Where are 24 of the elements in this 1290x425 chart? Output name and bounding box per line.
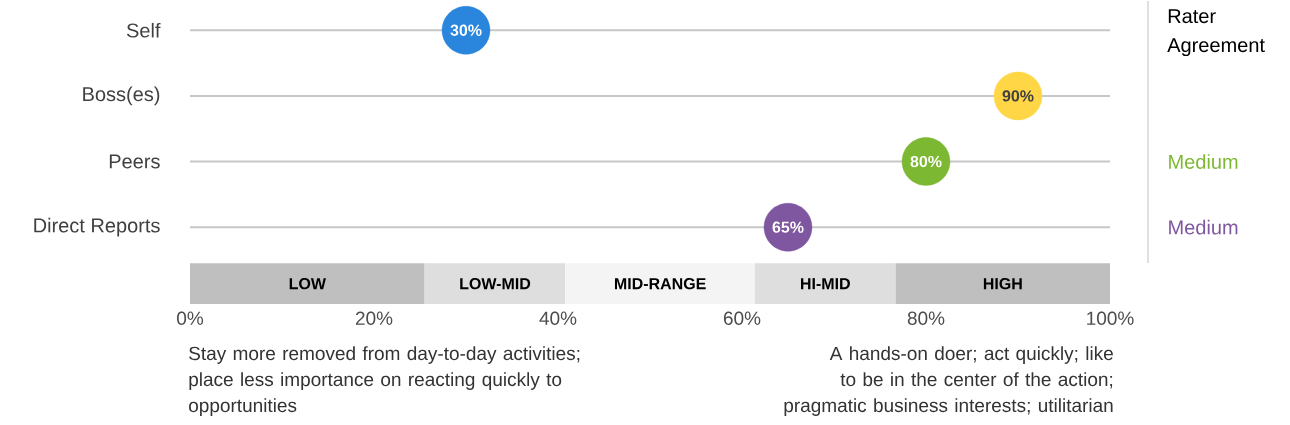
x-tick-label: 100% <box>1087 311 1134 325</box>
text: Stay more removed from day-to-day activities; place less importance on reacting quickly to opportunities <box>189 346 580 416</box>
x-tick-label: 20% <box>355 311 393 325</box>
y-tick-label: Direct Reports <box>34 217 160 237</box>
band-label: HIGH <box>983 277 1022 290</box>
band-label: LOW-MID <box>460 277 531 290</box>
band-label: MID-RANGE <box>614 277 706 290</box>
band-label: HI-MID <box>801 278 850 290</box>
x-tick-label: 80% <box>907 311 945 325</box>
y-tick-label: Peers <box>109 154 160 169</box>
x-tick-label: 60% <box>723 311 761 325</box>
y-tick-label: Self <box>126 22 161 38</box>
text: A hands-on doer; act quickly; like to be in the center of the action; pragmatic business interests; utilitarian <box>784 346 1113 416</box>
x-tick-label: 0% <box>177 311 204 325</box>
text: Medium <box>1169 219 1238 235</box>
text: Rater Agreement <box>1167 9 1265 57</box>
data-label: 90% <box>1002 90 1034 102</box>
text: Medium <box>1169 154 1238 169</box>
x-tick-label: 40% <box>539 311 577 325</box>
data-label: 80% <box>910 155 942 168</box>
y-tick-label: Boss(es) <box>83 86 160 106</box>
data-label: 30% <box>450 24 482 36</box>
band-label: LOW <box>289 277 326 290</box>
data-label: 65% <box>772 221 804 233</box>
